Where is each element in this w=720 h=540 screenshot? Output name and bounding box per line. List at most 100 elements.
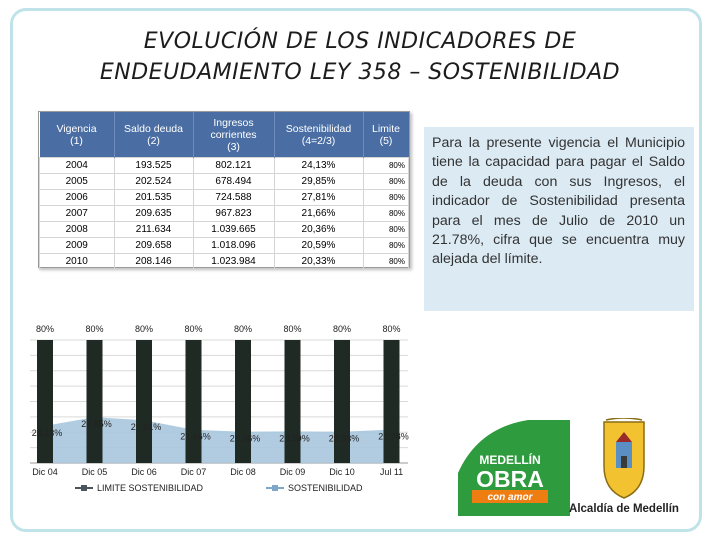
table-cell: 802.121 bbox=[192, 157, 275, 174]
limite-data-label: 80% bbox=[85, 324, 103, 334]
header-vigencia: Vigencia (1) bbox=[39, 112, 115, 158]
table-row: 2004 193.525 802.121 24,13% 80% bbox=[39, 157, 409, 174]
table-cell: 80% bbox=[362, 237, 409, 254]
table-cell: 1.018.096 bbox=[192, 237, 275, 254]
table-cell: 2004 bbox=[39, 157, 115, 174]
table-cell: 80% bbox=[362, 157, 409, 174]
table-cell: 80% bbox=[362, 189, 409, 206]
table-row: 2006 201.535 724.588 27,81% 80% bbox=[39, 189, 409, 206]
table-cell: 2009 bbox=[39, 237, 115, 254]
header-sostenibilidad: Sostenibilidad (4=2/3) bbox=[274, 112, 364, 158]
sostenibilidad-chart: 80% 80% 80% 80% 80% 80% 80% 80% 24.13% 29.85% 27.8… bbox=[30, 324, 409, 493]
x-tick-label: Dic 08 bbox=[230, 467, 256, 477]
table-cell: 2007 bbox=[39, 205, 115, 222]
chart-x-ticks: Dic 04 Dic 05 Dic 06 Dic 07 Dic 08 Dic 09 Dic … bbox=[32, 467, 403, 477]
sostenibilidad-data-label: 24.13% bbox=[32, 428, 63, 438]
limite-data-label: 80% bbox=[333, 324, 351, 334]
table-cell: 1.039.665 bbox=[192, 221, 275, 238]
table-row: 2007 209.635 967.823 21,66% 80% bbox=[39, 205, 409, 222]
slide-title-line1: EVOLUCIÓN DE LOS INDICADORES DE bbox=[143, 29, 577, 54]
legend-marker-sostenibilidad bbox=[272, 485, 278, 491]
x-tick-label: Dic 06 bbox=[131, 467, 157, 477]
table-cell: 80% bbox=[362, 221, 409, 238]
table-cell: 80% bbox=[362, 173, 409, 190]
coat-of-arms-icon bbox=[603, 418, 645, 499]
limite-bar bbox=[185, 340, 202, 463]
limite-data-label: 80% bbox=[234, 324, 252, 334]
table-cell: 209.635 bbox=[113, 205, 194, 222]
table-cell: 80% bbox=[362, 205, 409, 222]
sostenibilidad-data-label: 27.81% bbox=[131, 422, 162, 432]
table-cell: 2008 bbox=[39, 221, 115, 238]
sostenibilidad-data-label: 20.33% bbox=[329, 434, 360, 444]
limite-bar bbox=[334, 340, 350, 463]
logo-obra-text: OBRA bbox=[476, 466, 544, 492]
table-cell: 2006 bbox=[39, 189, 115, 206]
x-tick-label: Dic 04 bbox=[32, 467, 58, 477]
header-saldo-deuda: Saldo deuda (2) bbox=[114, 112, 194, 158]
table-cell: 967.823 bbox=[192, 205, 275, 222]
limite-bar bbox=[284, 340, 301, 463]
slide-title-line2: ENDEUDAMIENTO LEY 358 – SOSTENIBILIDAD bbox=[99, 60, 621, 85]
x-tick-label: Dic 05 bbox=[82, 467, 108, 477]
sostenibilidad-data-label: 21.78% bbox=[378, 432, 409, 442]
table-cell: 80% bbox=[362, 253, 409, 270]
x-tick-label: Dic 09 bbox=[280, 467, 306, 477]
sostenibilidad-data-label: 29.85% bbox=[81, 419, 112, 429]
table-header-row: Vigencia (1) Saldo deuda (2) Ingresos co… bbox=[39, 112, 409, 158]
table-cell: 20,36% bbox=[273, 221, 364, 238]
limite-bar bbox=[383, 340, 400, 463]
limite-data-label: 80% bbox=[382, 324, 400, 334]
limite-data-label: 80% bbox=[283, 324, 301, 334]
sostenibilidad-data-label: 20.36% bbox=[230, 434, 261, 444]
description-box: Para la presente vigencia el Municipio t… bbox=[424, 127, 694, 311]
table-cell: 209.658 bbox=[113, 237, 194, 254]
header-ingresos-corrientes: Ingresos corrientes (3) bbox=[193, 112, 275, 158]
description-text: Para la presente vigencia el Municipio t… bbox=[432, 135, 685, 268]
table-cell: 24,13% bbox=[273, 157, 364, 174]
table-cell: 21,66% bbox=[273, 205, 364, 222]
legend-label-sostenibilidad: SOSTENIBILIDAD bbox=[288, 483, 363, 493]
sostenibilidad-area bbox=[45, 417, 392, 463]
table-cell: 27,81% bbox=[273, 189, 364, 206]
table-body: 2004 193.525 802.121 24,13% 80% 2005 202.524 67… bbox=[39, 157, 409, 270]
x-tick-label: Dic 10 bbox=[329, 467, 355, 477]
slide-title: EVOLUCIÓN DE LOS INDICADORES DE ENDEUDAM… bbox=[40, 26, 680, 88]
table-row: 2005 202.524 678.494 29,85% 80% bbox=[39, 173, 409, 190]
table-cell: 202.524 bbox=[113, 173, 194, 190]
table-row: 2009 209.658 1.018.096 20,59% 80% bbox=[39, 237, 409, 254]
table-cell: 724.588 bbox=[192, 189, 275, 206]
header-limite: Limite (5) bbox=[363, 112, 409, 158]
table-cell: 20,59% bbox=[273, 237, 364, 254]
limite-bar bbox=[86, 340, 103, 463]
slide-frame bbox=[10, 8, 702, 532]
limite-data-label: 80% bbox=[36, 324, 54, 334]
limite-bar bbox=[37, 340, 53, 463]
logo-footer-text: Alcaldía de Medellín bbox=[569, 503, 679, 515]
alcaldia-medellin-logo: MEDELLÍN OBRA con amor Alcaldía de Medel… bbox=[458, 418, 679, 516]
table-cell: 211.634 bbox=[113, 221, 194, 238]
table-row: 2008 211.634 1.039.665 20,36% 80% bbox=[39, 221, 409, 238]
limite-data-label: 80% bbox=[184, 324, 202, 334]
table-cell: 201.535 bbox=[113, 189, 194, 206]
table-cell: 208.146 bbox=[113, 253, 194, 270]
logo-medellin-text: MEDELLÍN bbox=[479, 452, 540, 467]
table-cell: 29,85% bbox=[273, 173, 364, 190]
table-cell: 193.525 bbox=[113, 157, 194, 174]
x-tick-label: Jul 11 bbox=[380, 467, 403, 477]
logo-orange-banner bbox=[472, 490, 548, 503]
table-cell: 2005 bbox=[39, 173, 115, 190]
chart-legend: LIMITE SOSTENIBILIDAD SOSTENIBILIDAD bbox=[75, 483, 363, 493]
table-row: 2010 208.146 1.023.984 20,33% 80% bbox=[39, 253, 409, 270]
legend-label-limite: LIMITE SOSTENIBILIDAD bbox=[97, 483, 204, 493]
limite-bars bbox=[37, 340, 400, 463]
table-cell: 1.023.984 bbox=[192, 253, 275, 270]
sostenibilidad-data-label: 20.59% bbox=[279, 433, 310, 443]
sostenibilidad-area-fill bbox=[45, 417, 392, 463]
sostenibilidad-data-label: 21.66% bbox=[180, 432, 211, 442]
limite-data-label: 80% bbox=[135, 324, 153, 334]
x-tick-label: Dic 07 bbox=[181, 467, 207, 477]
legend-marker-limite bbox=[81, 485, 87, 491]
chart-labels: 80% 80% 80% 80% 80% 80% 80% 80% 24.13% 29.85% 27.8… bbox=[32, 324, 409, 444]
limite-bar bbox=[136, 340, 152, 463]
